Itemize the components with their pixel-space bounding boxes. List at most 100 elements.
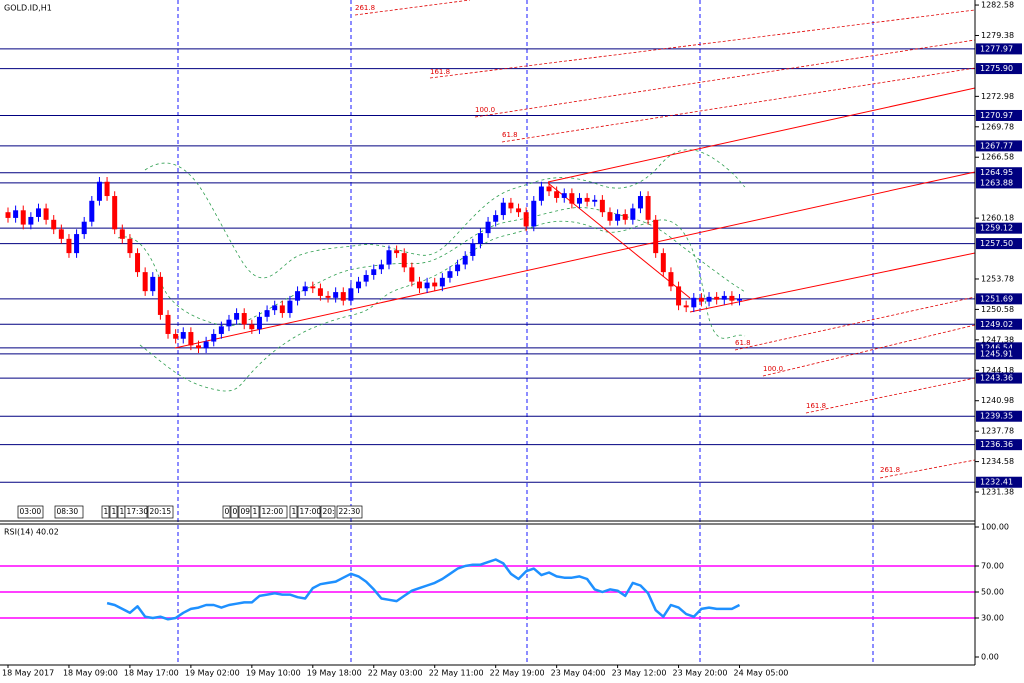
price-level-label: 1246.54 (980, 343, 1013, 352)
time-marker: 17:30 (127, 507, 149, 516)
price-level-box (976, 109, 1022, 121)
candle-body (485, 221, 491, 234)
price-level-box (976, 410, 1022, 422)
y-tick-label: 0.00 (981, 653, 999, 662)
candle-body (615, 214, 621, 221)
candle-body (416, 281, 422, 289)
price-level-box (976, 348, 1022, 360)
fibo-line (762, 324, 976, 377)
time-marker-box (289, 505, 298, 519)
x-tick-label: 18 May 2017 (2, 669, 54, 678)
candle-body (653, 219, 659, 254)
x-tick-label: 22 May 19:00 (490, 669, 545, 678)
trend-line (174, 171, 976, 349)
rsi-title: RSI(14) 40.02 (4, 528, 59, 537)
candle-body (493, 215, 499, 222)
candle-body (135, 253, 141, 273)
candle-body (325, 295, 331, 298)
candle-body (127, 238, 133, 254)
candle-body (592, 199, 598, 202)
time-marker: 12:00 (262, 507, 284, 516)
price-level-label: 1243.36 (980, 374, 1013, 383)
candle-body (508, 202, 514, 209)
y-tick-label: 100.00 (981, 523, 1009, 532)
candle-body (211, 333, 217, 342)
price-level-box (976, 318, 1022, 330)
candle-body (683, 305, 689, 308)
candle-body (637, 196, 643, 209)
candle-body (348, 288, 354, 301)
trend-line (547, 87, 976, 183)
x-tick-label: 24 May 05:00 (734, 669, 789, 678)
x-tick-label: 18 May 17:00 (124, 669, 179, 678)
fibo-label: 261.8 (355, 4, 375, 12)
vertical-grid (177, 0, 874, 665)
candle-body (447, 271, 453, 278)
candle-body (302, 286, 308, 292)
rsi-line (106, 558, 741, 621)
candle-body (234, 313, 240, 320)
marks (5, 177, 743, 621)
time-marker-box (297, 505, 321, 519)
fibo-line (805, 377, 976, 414)
y-tick-label: 1272.98 (981, 92, 1014, 101)
time-marker-box (320, 505, 336, 519)
price-level-box (976, 238, 1022, 250)
candle-body (645, 196, 651, 220)
price-level-label: 1270.97 (980, 111, 1013, 120)
y-tick-label: 1260.18 (981, 214, 1014, 223)
candle-body (439, 277, 445, 287)
candle-body (180, 332, 186, 339)
y-tick-label: 1266.58 (981, 153, 1014, 162)
fibo-label: 61.8 (502, 131, 518, 139)
candle-body (676, 286, 682, 306)
x-tick-label: 23 May 20:00 (673, 669, 728, 678)
price-level-box (976, 439, 1022, 451)
candle-body (378, 264, 384, 270)
candle-body (660, 253, 666, 273)
time-marker-box (54, 505, 84, 519)
time-marker: 20:15 (150, 507, 172, 516)
time-marker: 09: (241, 507, 253, 516)
candle-body (218, 326, 224, 334)
candle-body (333, 292, 339, 298)
y-tick-label: 1279.38 (981, 31, 1014, 40)
fibo-lines (354, 0, 976, 479)
price-level-box (976, 293, 1022, 305)
candle-body (89, 200, 95, 222)
trend-line (689, 252, 976, 313)
candle-body (409, 267, 415, 282)
price-level-box (976, 140, 1022, 152)
price-level-box (976, 63, 1022, 75)
price-level-box (976, 177, 1022, 189)
time-marker: 1 (292, 507, 297, 516)
y-tick-label: 1253.78 (981, 274, 1014, 283)
time-marker: 0 (233, 507, 238, 516)
time-marker: 08:30 (57, 507, 79, 516)
candle-body (394, 250, 400, 254)
candle-body (554, 191, 560, 198)
y-tick-label: 1250.58 (981, 305, 1014, 314)
candle-body (462, 255, 468, 265)
x-tick-label: 19 May 18:00 (307, 669, 362, 678)
time-marker-box (259, 505, 288, 519)
time-marker: 1 (112, 507, 117, 516)
time-marker: 22:30 (339, 507, 361, 516)
fibo-label: 261.8 (880, 466, 900, 474)
time-marker: 1 (120, 507, 125, 516)
candle-body (74, 234, 80, 254)
candle-body (531, 200, 537, 227)
price-level-box (976, 167, 1022, 179)
candle-body (432, 282, 438, 287)
candle-body (561, 193, 567, 198)
candle-body (256, 316, 262, 330)
candle-body (104, 181, 110, 197)
candle-body (264, 310, 270, 317)
candle-body (81, 221, 87, 235)
candle-body (599, 199, 605, 213)
candle-body (455, 264, 461, 272)
price-level-box (976, 222, 1022, 234)
y-tick-label: 1231.38 (981, 488, 1014, 497)
